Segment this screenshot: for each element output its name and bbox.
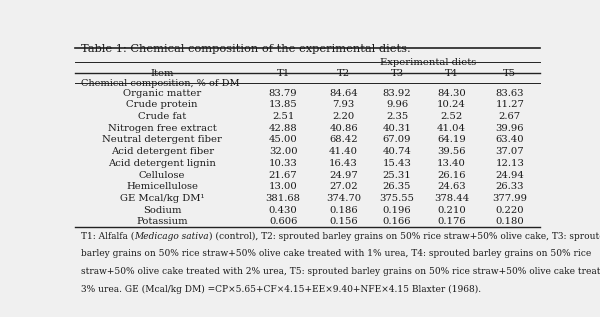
Text: barley grains on 50% rice straw+50% olive cake treated with 1% urea, T4: sproute: barley grains on 50% rice straw+50% oliv…: [80, 249, 591, 258]
Text: 32.00: 32.00: [269, 147, 298, 156]
Text: ) (control), T2: sprouted barley grains on 50% rice straw+50% olive cake, T3: sp: ) (control), T2: sprouted barley grains …: [209, 232, 600, 241]
Text: 0.176: 0.176: [437, 217, 466, 226]
Text: T3: T3: [391, 69, 404, 78]
Text: 0.166: 0.166: [383, 217, 411, 226]
Text: 13.85: 13.85: [269, 100, 298, 109]
Text: 13.40: 13.40: [437, 159, 466, 168]
Text: 10.24: 10.24: [437, 100, 466, 109]
Text: Chemical composition, % of DM: Chemical composition, % of DM: [80, 79, 239, 88]
Text: 84.30: 84.30: [437, 88, 466, 98]
Text: 84.64: 84.64: [329, 88, 358, 98]
Text: 24.97: 24.97: [329, 171, 358, 180]
Text: 374.70: 374.70: [326, 194, 361, 203]
Text: 13.00: 13.00: [269, 182, 298, 191]
Text: 0.210: 0.210: [437, 206, 466, 215]
Text: 26.33: 26.33: [496, 182, 524, 191]
Text: Item: Item: [151, 69, 174, 78]
Text: T1: Alfalfa (: T1: Alfalfa (: [80, 232, 134, 241]
Text: Potassium: Potassium: [136, 217, 188, 226]
Text: Table 1: Chemical composition of the experimental diets.: Table 1: Chemical composition of the exp…: [80, 44, 410, 54]
Text: 2.35: 2.35: [386, 112, 408, 121]
Text: Organic matter: Organic matter: [123, 88, 202, 98]
Text: 27.02: 27.02: [329, 182, 358, 191]
Text: 39.96: 39.96: [496, 124, 524, 133]
Text: 12.13: 12.13: [496, 159, 524, 168]
Text: 25.31: 25.31: [383, 171, 412, 180]
Text: 24.94: 24.94: [496, 171, 524, 180]
Text: 381.68: 381.68: [266, 194, 301, 203]
Text: 375.55: 375.55: [380, 194, 415, 203]
Text: 83.92: 83.92: [383, 88, 412, 98]
Text: 21.67: 21.67: [269, 171, 298, 180]
Text: Crude protein: Crude protein: [127, 100, 198, 109]
Text: 68.42: 68.42: [329, 135, 358, 145]
Text: Sodium: Sodium: [143, 206, 181, 215]
Text: 15.43: 15.43: [383, 159, 412, 168]
Text: 40.86: 40.86: [329, 124, 358, 133]
Text: Medicago sativa: Medicago sativa: [134, 232, 209, 241]
Text: 11.27: 11.27: [496, 100, 524, 109]
Text: 83.63: 83.63: [496, 88, 524, 98]
Text: 7.93: 7.93: [332, 100, 355, 109]
Text: 40.74: 40.74: [383, 147, 412, 156]
Text: 9.96: 9.96: [386, 100, 408, 109]
Text: Cellulose: Cellulose: [139, 171, 185, 180]
Text: 63.40: 63.40: [496, 135, 524, 145]
Text: 378.44: 378.44: [434, 194, 469, 203]
Text: 377.99: 377.99: [492, 194, 527, 203]
Text: 16.43: 16.43: [329, 159, 358, 168]
Text: T4: T4: [445, 69, 458, 78]
Text: GE Mcal/kg DM¹: GE Mcal/kg DM¹: [120, 194, 205, 203]
Text: 0.606: 0.606: [269, 217, 297, 226]
Text: 0.180: 0.180: [496, 217, 524, 226]
Text: 0.430: 0.430: [269, 206, 298, 215]
Text: straw+50% olive cake treated with 2% urea, T5: sprouted barley grains on 50% ric: straw+50% olive cake treated with 2% ure…: [80, 267, 600, 276]
Text: 0.186: 0.186: [329, 206, 358, 215]
Text: 2.51: 2.51: [272, 112, 294, 121]
Text: 41.04: 41.04: [437, 124, 466, 133]
Text: Crude fat: Crude fat: [138, 112, 187, 121]
Text: 26.35: 26.35: [383, 182, 411, 191]
Text: 42.88: 42.88: [269, 124, 298, 133]
Text: Experimental diets: Experimental diets: [380, 58, 476, 67]
Text: Hemicellulose: Hemicellulose: [126, 182, 198, 191]
Text: 67.09: 67.09: [383, 135, 411, 145]
Text: 26.16: 26.16: [437, 171, 466, 180]
Text: Nitrogen free extract: Nitrogen free extract: [108, 124, 217, 133]
Text: 0.220: 0.220: [496, 206, 524, 215]
Text: 83.79: 83.79: [269, 88, 298, 98]
Text: 64.19: 64.19: [437, 135, 466, 145]
Text: 37.07: 37.07: [496, 147, 524, 156]
Text: 2.20: 2.20: [332, 112, 355, 121]
Text: 10.33: 10.33: [269, 159, 298, 168]
Text: 24.63: 24.63: [437, 182, 466, 191]
Text: T1: T1: [277, 69, 290, 78]
Text: 2.67: 2.67: [499, 112, 521, 121]
Text: Acid detergent fiber: Acid detergent fiber: [110, 147, 214, 156]
Text: Neutral detergent fiber: Neutral detergent fiber: [102, 135, 222, 145]
Text: 45.00: 45.00: [269, 135, 298, 145]
Text: 0.196: 0.196: [383, 206, 412, 215]
Text: 2.52: 2.52: [440, 112, 463, 121]
Text: 41.40: 41.40: [329, 147, 358, 156]
Text: T2: T2: [337, 69, 350, 78]
Text: 0.156: 0.156: [329, 217, 358, 226]
Text: 39.56: 39.56: [437, 147, 466, 156]
Text: 3% urea. GE (Mcal/kg DM) =CP×5.65+CF×4.15+EE×9.40+NFE×4.15 Blaxter (1968).: 3% urea. GE (Mcal/kg DM) =CP×5.65+CF×4.1…: [80, 285, 481, 294]
Text: Acid detergent lignin: Acid detergent lignin: [108, 159, 216, 168]
Text: T5: T5: [503, 69, 517, 78]
Text: 40.31: 40.31: [383, 124, 412, 133]
